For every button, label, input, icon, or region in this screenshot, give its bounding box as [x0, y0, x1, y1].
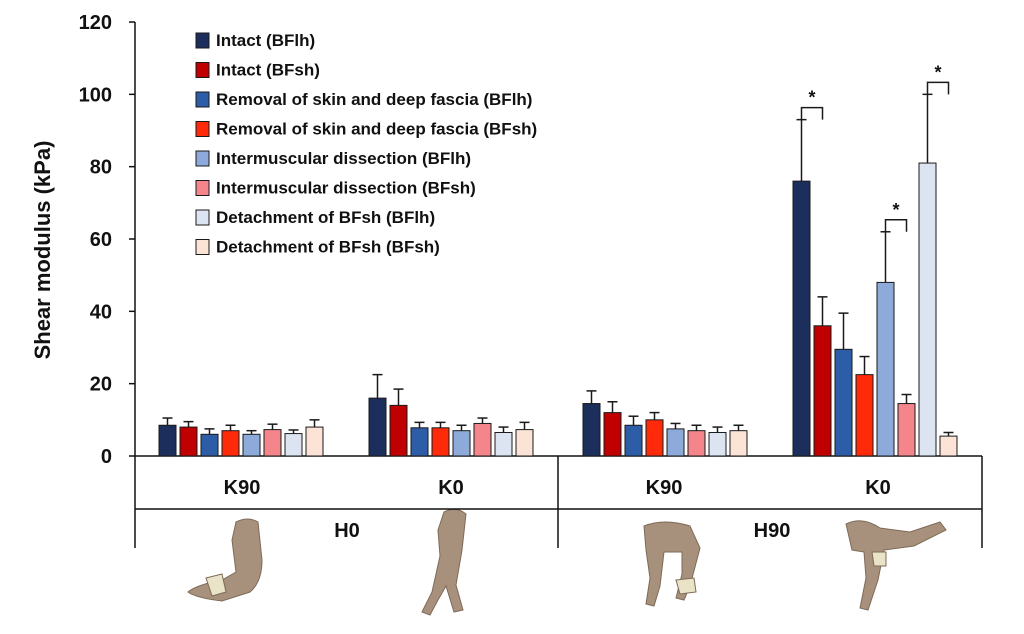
- bar-3-group-1: [200, 433, 219, 457]
- bar-5-group-2: [452, 430, 471, 457]
- bar-7-group-3: [708, 431, 727, 457]
- significance-asterisk: *: [934, 62, 941, 82]
- y-tick-label: 120: [79, 12, 112, 34]
- bar-1-group-3: [582, 403, 601, 457]
- bar-3-group-3: [624, 424, 643, 457]
- significance-markers: * * *: [800, 62, 950, 232]
- significance-asterisk: *: [808, 88, 815, 108]
- bar-2-group-2: [389, 404, 408, 457]
- y-ticks: 0 20 40 60 80 100 120: [79, 12, 135, 468]
- significance-bracket: [800, 106, 824, 120]
- bar-4-group-4: [855, 374, 874, 457]
- bar-5-group-1: [242, 433, 261, 457]
- knee-category-label: K0: [438, 477, 464, 499]
- legend-swatch: [195, 180, 210, 196]
- error-bars: [162, 93, 954, 437]
- bar-3-group-2: [410, 427, 429, 457]
- specimen-photos: [187, 508, 947, 616]
- bar-4-group-1: [221, 430, 240, 457]
- bar-7-group-4: [918, 162, 937, 457]
- legend-swatch: [195, 121, 210, 137]
- specimen-shape: [845, 520, 947, 611]
- legend-swatch: [195, 62, 210, 78]
- bar-6-group-4: [897, 403, 916, 457]
- y-tick-label: 60: [90, 229, 112, 251]
- bar-7-group-2: [494, 431, 513, 457]
- bar-2-group-4: [813, 325, 832, 457]
- bar-4-group-3: [645, 419, 664, 457]
- y-axis-title: Shear modulus (kPa): [30, 141, 55, 360]
- bar-3-group-4: [834, 348, 853, 457]
- legend-label: Intermuscular dissection (BFsh): [216, 179, 476, 198]
- significance-asterisk: *: [892, 200, 899, 220]
- legend-label: Intermuscular dissection (BFlh): [216, 149, 471, 168]
- legend-label: Removal of skin and deep fascia (BFsh): [216, 120, 537, 139]
- h90-k0-leg-photo: [845, 520, 947, 611]
- significance-bracket: [926, 81, 950, 95]
- legend-swatch: [195, 239, 210, 255]
- knee-category-label: K90: [646, 477, 683, 499]
- specimen-shape: [675, 577, 697, 595]
- hip-category-label: H0: [334, 520, 360, 542]
- legend-label: Removal of skin and deep fascia (BFlh): [216, 90, 532, 109]
- bar-7-group-1: [284, 433, 303, 457]
- h90-k90-leg-photo: [643, 521, 701, 607]
- specimen-shape: [421, 508, 467, 616]
- significance-bracket: [884, 219, 908, 232]
- category-labels: K90 K0 K90 K0 H0 H90: [224, 477, 891, 542]
- y-tick-label: 40: [90, 301, 112, 323]
- bar-1-group-1: [158, 424, 177, 457]
- h0-k0-leg-photo: [421, 508, 467, 616]
- knee-category-label: K0: [865, 477, 891, 499]
- bar-8-group-3: [729, 430, 748, 457]
- specimen-shape: [643, 521, 701, 607]
- legend-swatch: [195, 150, 210, 167]
- y-tick-label: 100: [79, 84, 112, 106]
- knee-category-label: K90: [224, 477, 261, 499]
- legend: Intact (BFlh) Intact (BFsh) Removal of ski…: [195, 31, 537, 257]
- bar-1-group-2: [368, 397, 387, 457]
- legend-label: Detachment of BFsh (BFlh): [216, 208, 435, 227]
- legend-swatch: [195, 32, 210, 49]
- legend-label: Intact (BFlh): [216, 31, 315, 50]
- bar-2-group-3: [603, 412, 622, 457]
- y-tick-label: 20: [90, 374, 112, 396]
- y-tick-label: 80: [90, 157, 112, 179]
- bar-8-group-1: [305, 426, 324, 457]
- specimen-shape: [871, 551, 887, 567]
- bar-6-group-1: [263, 429, 282, 457]
- specimen-shape: [187, 518, 263, 602]
- specimen-shape: [205, 573, 227, 597]
- bars: [158, 162, 958, 457]
- bar-2-group-1: [179, 426, 198, 457]
- bar-5-group-3: [666, 428, 685, 457]
- bar-5-group-4: [876, 281, 895, 457]
- bar-4-group-2: [431, 427, 450, 457]
- legend-swatch: [195, 91, 210, 108]
- bar-8-group-2: [515, 429, 534, 457]
- hip-category-label: H90: [754, 520, 791, 542]
- legend-swatch: [195, 209, 210, 226]
- bar-1-group-4: [792, 180, 811, 457]
- legend-label: Detachment of BFsh (BFsh): [216, 238, 440, 257]
- bar-8-group-4: [939, 435, 958, 457]
- bar-6-group-3: [687, 430, 706, 457]
- h0-k90-leg-photo: [187, 518, 263, 602]
- bar-6-group-2: [473, 422, 492, 457]
- y-tick-label: 0: [101, 446, 112, 468]
- legend-label: Intact (BFsh): [216, 61, 320, 80]
